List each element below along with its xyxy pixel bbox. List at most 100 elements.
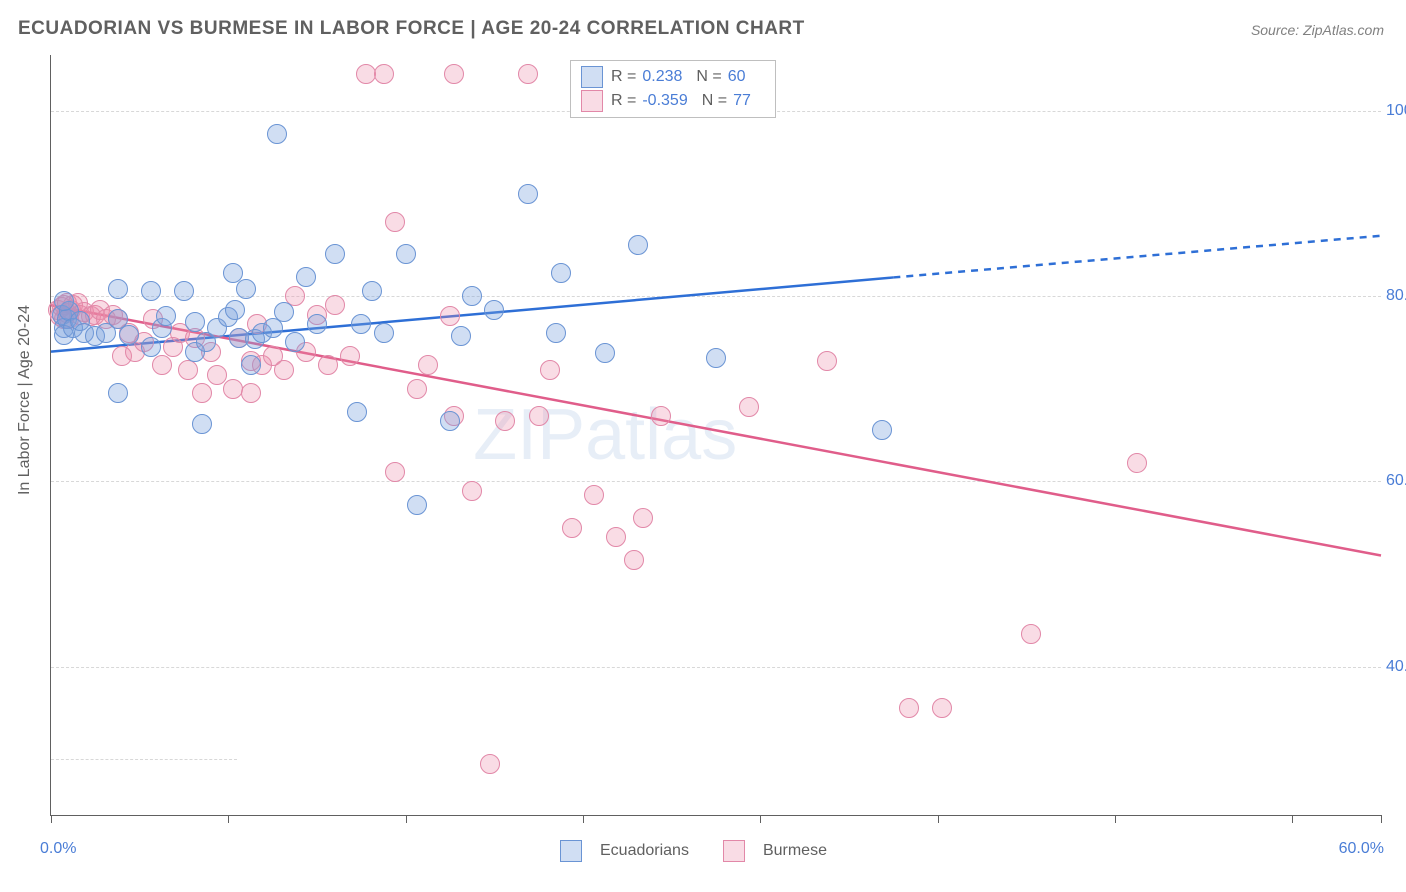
data-point [223, 263, 243, 283]
data-point [484, 300, 504, 320]
data-point [551, 263, 571, 283]
legend-r-label: R = [611, 92, 636, 110]
data-point [192, 414, 212, 434]
data-point [385, 462, 405, 482]
data-point [396, 244, 416, 264]
data-point [108, 383, 128, 403]
x-tick [583, 815, 584, 823]
legend-swatch [560, 840, 582, 862]
legend-swatch [581, 66, 603, 88]
data-point [374, 64, 394, 84]
data-point [119, 325, 139, 345]
data-point [185, 312, 205, 332]
data-point [174, 281, 194, 301]
legend-swatch [581, 90, 603, 112]
data-point [223, 379, 243, 399]
legend-n-value: 60 [728, 68, 746, 86]
legend-n-label: N = [696, 68, 721, 86]
source-label: Source: ZipAtlas.com [1251, 22, 1384, 38]
data-point [325, 295, 345, 315]
data-point [651, 406, 671, 426]
data-point [241, 355, 261, 375]
data-point [285, 332, 305, 352]
data-point [706, 348, 726, 368]
data-point [451, 326, 471, 346]
data-point [307, 314, 327, 334]
data-point [1021, 624, 1041, 644]
legend-n-value: 77 [733, 92, 751, 110]
data-point [351, 314, 371, 334]
data-point [318, 355, 338, 375]
x-tick [760, 815, 761, 823]
x-tick [1115, 815, 1116, 823]
data-point [274, 302, 294, 322]
x-tick [1381, 815, 1382, 823]
legend-series-label: Ecuadorians [600, 842, 689, 860]
legend-r-label: R = [611, 68, 636, 86]
y-tick-label: 80.0% [1386, 287, 1406, 305]
y-tick-label: 40.0% [1386, 658, 1406, 676]
x-tick-label-min: 0.0% [40, 840, 76, 858]
data-point [932, 698, 952, 718]
data-point [462, 481, 482, 501]
correlation-legend: R =0.238N =60R =-0.359N =77 [570, 60, 776, 118]
data-point [440, 306, 460, 326]
data-point [584, 485, 604, 505]
data-point [340, 346, 360, 366]
data-point [385, 212, 405, 232]
data-point [225, 300, 245, 320]
x-tick [406, 815, 407, 823]
data-point [540, 360, 560, 380]
data-point [495, 411, 515, 431]
x-tick [228, 815, 229, 823]
data-point [325, 244, 345, 264]
legend-row: R = 0.238 N = 60 [581, 65, 765, 89]
data-point [192, 383, 212, 403]
data-point [347, 402, 367, 422]
data-point [362, 281, 382, 301]
data-point [296, 267, 316, 287]
data-point [1127, 453, 1147, 473]
legend-series-label: Burmese [763, 842, 827, 860]
data-point [739, 397, 759, 417]
data-point [374, 323, 394, 343]
data-point [595, 343, 615, 363]
data-point [241, 383, 261, 403]
series-legend: Ecuadorians Burmese [560, 840, 851, 862]
data-point [529, 406, 549, 426]
x-tick [1292, 815, 1293, 823]
chart-title: ECUADORIAN VS BURMESE IN LABOR FORCE | A… [18, 18, 805, 40]
data-point [624, 550, 644, 570]
data-point [274, 360, 294, 380]
data-point [267, 124, 287, 144]
y-axis-label: In Labor Force | Age 20-24 [16, 305, 34, 495]
data-point [141, 337, 161, 357]
data-point [633, 508, 653, 528]
y-tick-label: 60.0% [1386, 472, 1406, 490]
y-tick-label: 100.0% [1386, 102, 1406, 120]
legend-n-label: N = [702, 92, 727, 110]
x-tick-label-max: 60.0% [1339, 840, 1384, 858]
data-point [178, 360, 198, 380]
legend-r-value: 0.238 [642, 68, 682, 86]
data-point [418, 355, 438, 375]
data-point [462, 286, 482, 306]
data-point [407, 495, 427, 515]
x-tick [51, 815, 52, 823]
data-point [156, 306, 176, 326]
legend-swatch [723, 840, 745, 862]
data-point [444, 64, 464, 84]
data-point [546, 323, 566, 343]
data-point [407, 379, 427, 399]
data-point [236, 279, 256, 299]
data-point [562, 518, 582, 538]
data-point [518, 64, 538, 84]
data-point [108, 279, 128, 299]
data-point [141, 281, 161, 301]
legend-r-value: -0.359 [642, 92, 687, 110]
data-point [518, 184, 538, 204]
data-point [440, 411, 460, 431]
data-point [899, 698, 919, 718]
data-point [817, 351, 837, 371]
legend-row: R = -0.359 N = 77 [581, 89, 765, 113]
